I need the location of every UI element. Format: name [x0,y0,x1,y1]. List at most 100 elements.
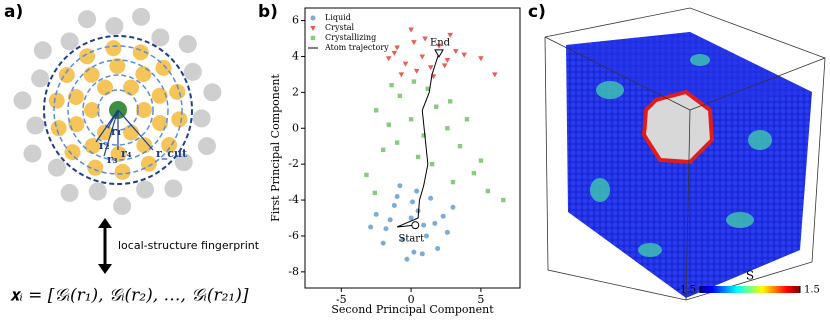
liquid-point [383,226,389,232]
crystal-point [447,32,453,38]
liquid-point [450,204,456,210]
crystal-point [492,72,498,78]
neighbor-atom [78,10,97,29]
liquid-point [373,211,379,217]
y-tick-label: 2 [292,85,299,98]
start-marker [411,221,420,230]
y-tick-label: -2 [288,157,299,170]
liquid-point [423,233,429,239]
neighbor-atom [183,62,202,81]
crystal-point [398,72,405,78]
neighbor-atom [203,83,222,102]
liquid-point [440,213,446,219]
crystal-point [391,50,398,56]
neighbor-atom [113,196,132,215]
crystal-point [419,54,426,60]
crystal-point [461,52,467,58]
crystallizing-point [464,117,470,122]
cube-clusters [590,54,772,257]
shell-atom [64,144,81,161]
crystallizing-point [386,122,391,127]
liquid-point [410,199,415,205]
shell-atom [87,159,104,176]
crystallizing-point [415,154,421,160]
radius-label: r_cut [156,147,188,161]
neighbor-atom [178,35,197,54]
y-tick-label: -6 [288,229,299,242]
radius-line [95,109,119,143]
crystal-point [310,26,316,31]
neighbor-atom [151,28,170,47]
shell-atom [123,124,139,141]
liquid-point [408,215,414,221]
x-tick-label: 5 [477,293,484,306]
cube-top [566,32,812,110]
colorbar [700,286,800,293]
neighbor-atom [33,41,52,60]
colorbar-tick-label: -1.5 [677,285,696,296]
liquid-point [391,202,397,208]
shell-atom [136,137,153,154]
arrow-label: local-structure fingerprint [118,239,260,252]
neighbor-atom [60,183,79,202]
cutoff-ring [97,89,139,131]
liquid-point [411,249,417,255]
y-tick-label: 6 [292,14,299,27]
crystallizing-point [389,82,394,88]
liquid-point [414,188,420,194]
liquid-point [368,224,374,230]
crystallizing-point [425,86,431,91]
crystallizing-point [434,104,439,109]
x-tick-label: 0 [408,293,415,306]
cube-edges [544,7,826,301]
neighbor-atom [197,137,216,156]
cutoff-ring [67,59,169,161]
shell-atom [123,79,139,96]
liquid-point [404,256,410,262]
x-tick-label: -5 [336,293,347,306]
crystallizing-point [447,99,453,104]
radius-line [103,109,119,157]
shell-atom [68,116,85,133]
legend-label: Liquid [325,13,351,22]
y-tick-label: -8 [288,265,299,278]
neighbor-atom [31,69,50,88]
crystallizing-point [380,147,386,152]
shell-atom [171,111,188,128]
crystallizing-point [457,144,463,149]
panel-label: b) [258,2,278,22]
shell-atom [169,83,186,100]
shell-atom [105,40,122,57]
crystallizing-point [397,93,403,99]
panel-label: a) [4,2,23,22]
crystal-point [413,68,420,74]
colorbar-label: S [746,269,754,283]
crystallizing-point [372,190,378,196]
crystal-point [394,45,400,51]
crystallizing-point [485,188,491,194]
crystallizing-point [421,133,426,138]
x-axis-label: Second Principal Component [331,303,494,316]
scatter-chart: -5 0 5 -8 -6 -4 -2 0 2 4 6 Second Principal Compone… [269,7,521,316]
cutoff-ring [82,74,154,146]
neighbor-atom [136,180,155,199]
radius-label: r₁ [111,125,122,138]
annotation: End [430,37,451,48]
neighbor-atom [23,144,42,163]
shell-atom [58,66,75,83]
y-tick-label: 0 [292,121,299,134]
crystallizing-point [408,117,414,122]
crystal-point [411,40,417,46]
neighbor-atom [60,32,79,51]
shell-atom [152,115,169,132]
neighbor-atom [13,91,32,110]
colorbar-tick-label: 1.5 [804,285,820,296]
crystal-point [436,43,442,49]
neighbor-atom [174,153,193,172]
crystal-point [441,63,448,69]
legend-label: Atom trajectory [324,43,389,52]
crystal-point [402,61,409,67]
crystal-point [427,65,434,71]
